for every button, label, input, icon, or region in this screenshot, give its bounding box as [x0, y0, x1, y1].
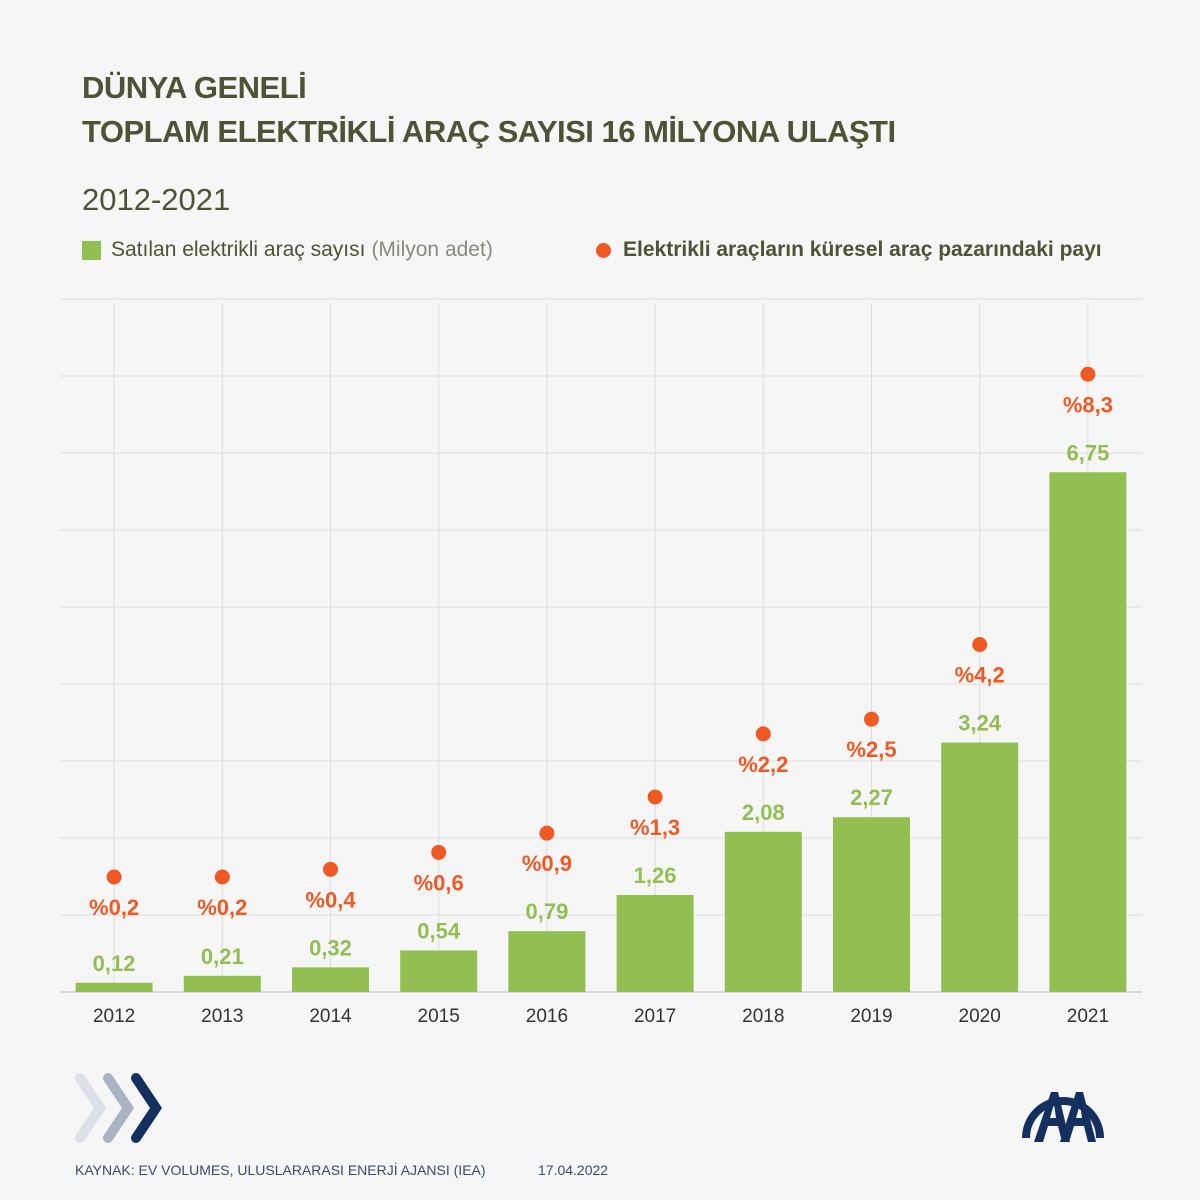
share-dot-2012 — [106, 869, 122, 885]
bar-value-label: 0,21 — [201, 944, 244, 969]
share-value-label: %0,2 — [197, 895, 247, 920]
title-line-1: DÜNYA GENELİ — [82, 70, 307, 105]
share-value-label: %8,3 — [1063, 392, 1113, 417]
share-dot-2018 — [755, 726, 771, 742]
share-dot-2016 — [539, 825, 555, 841]
x-tick-label: 2016 — [526, 1006, 568, 1027]
x-tick-label: 2019 — [850, 1006, 892, 1027]
bar-2012 — [75, 982, 153, 992]
legend-bars-unit: (Milyon adet) — [371, 238, 493, 261]
x-tick-label: 2020 — [959, 1006, 1001, 1027]
share-value-label: %4,2 — [955, 663, 1005, 688]
legend-dot-icon — [596, 242, 611, 258]
bar-2020 — [941, 742, 1019, 992]
legend-bars: Satılan elektrikli araç sayısı (Milyon a… — [82, 238, 493, 262]
share-dot-2021 — [1080, 366, 1096, 382]
bar-value-label: 6,75 — [1066, 440, 1109, 465]
share-value-label: %0,4 — [305, 887, 356, 912]
bar-2016 — [508, 931, 586, 992]
subtitle: 2012-2021 — [82, 182, 231, 217]
share-dot-2019 — [864, 711, 879, 727]
bar-value-label: 0,79 — [525, 899, 568, 924]
share-dot-2017 — [647, 789, 663, 805]
bar-2019 — [833, 817, 910, 992]
chevrons-icon — [75, 1073, 163, 1143]
bar-2013 — [183, 975, 261, 992]
date-text: 17.04.2022 — [538, 1162, 609, 1178]
x-tick-label: 2017 — [634, 1006, 676, 1027]
x-tick-label: 2013 — [201, 1006, 243, 1027]
share-dot-2013 — [214, 869, 230, 885]
share-dot-2015 — [431, 844, 447, 860]
aa-logo — [1022, 1092, 1104, 1142]
bar-value-label: 2,08 — [742, 800, 785, 825]
source-text: KAYNAK: EV VOLUMES, ULUSLARARASI ENERJİ … — [75, 1162, 486, 1178]
bar-value-label: 3,24 — [958, 711, 1002, 736]
legend-bars-label: Satılan elektrikli araç sayısı — [111, 238, 366, 261]
share-value-label: %0,2 — [89, 895, 139, 920]
x-tick-label: 2015 — [418, 1006, 460, 1027]
share-value-label: %0,6 — [414, 870, 464, 895]
legend-dots: Elektrikli araçların küresel araç pazarı… — [596, 238, 1102, 262]
bar-chart: 0,12 %0,2 2012 0,21 %0,2 2013 0,32 %0,4 2014 0,54… — [60, 298, 1142, 1027]
bar-value-label: 0,32 — [309, 935, 352, 960]
share-value-label: %2,5 — [846, 737, 896, 762]
bar-value-label: 0,54 — [417, 918, 461, 943]
share-value-label: %0,9 — [522, 851, 572, 876]
bar-value-label: 1,26 — [634, 863, 677, 888]
x-tick-label: 2014 — [309, 1006, 352, 1027]
share-value-label: %2,2 — [738, 752, 788, 777]
share-dot-2020 — [972, 637, 988, 653]
bar-2017 — [616, 894, 694, 992]
x-tick-label: 2021 — [1067, 1006, 1109, 1027]
bar-2015 — [400, 950, 478, 992]
legend-square-icon — [82, 240, 101, 260]
x-tick-label: 2012 — [93, 1006, 135, 1027]
bar-2014 — [292, 967, 369, 992]
title-line-2: TOPLAM ELEKTRİKLİ ARAÇ SAYISI 16 MİLYONA… — [82, 114, 896, 149]
share-dot-2014 — [323, 861, 338, 877]
legend-dots-label: Elektrikli araçların küresel araç pazarı… — [623, 238, 1102, 261]
share-value-label: %1,3 — [630, 815, 680, 840]
bar-2021 — [1049, 472, 1127, 992]
bar-2018 — [724, 831, 802, 992]
bar-value-label: 2,27 — [850, 785, 893, 810]
x-tick-label: 2018 — [742, 1006, 784, 1027]
bar-value-label: 0,12 — [93, 951, 136, 976]
